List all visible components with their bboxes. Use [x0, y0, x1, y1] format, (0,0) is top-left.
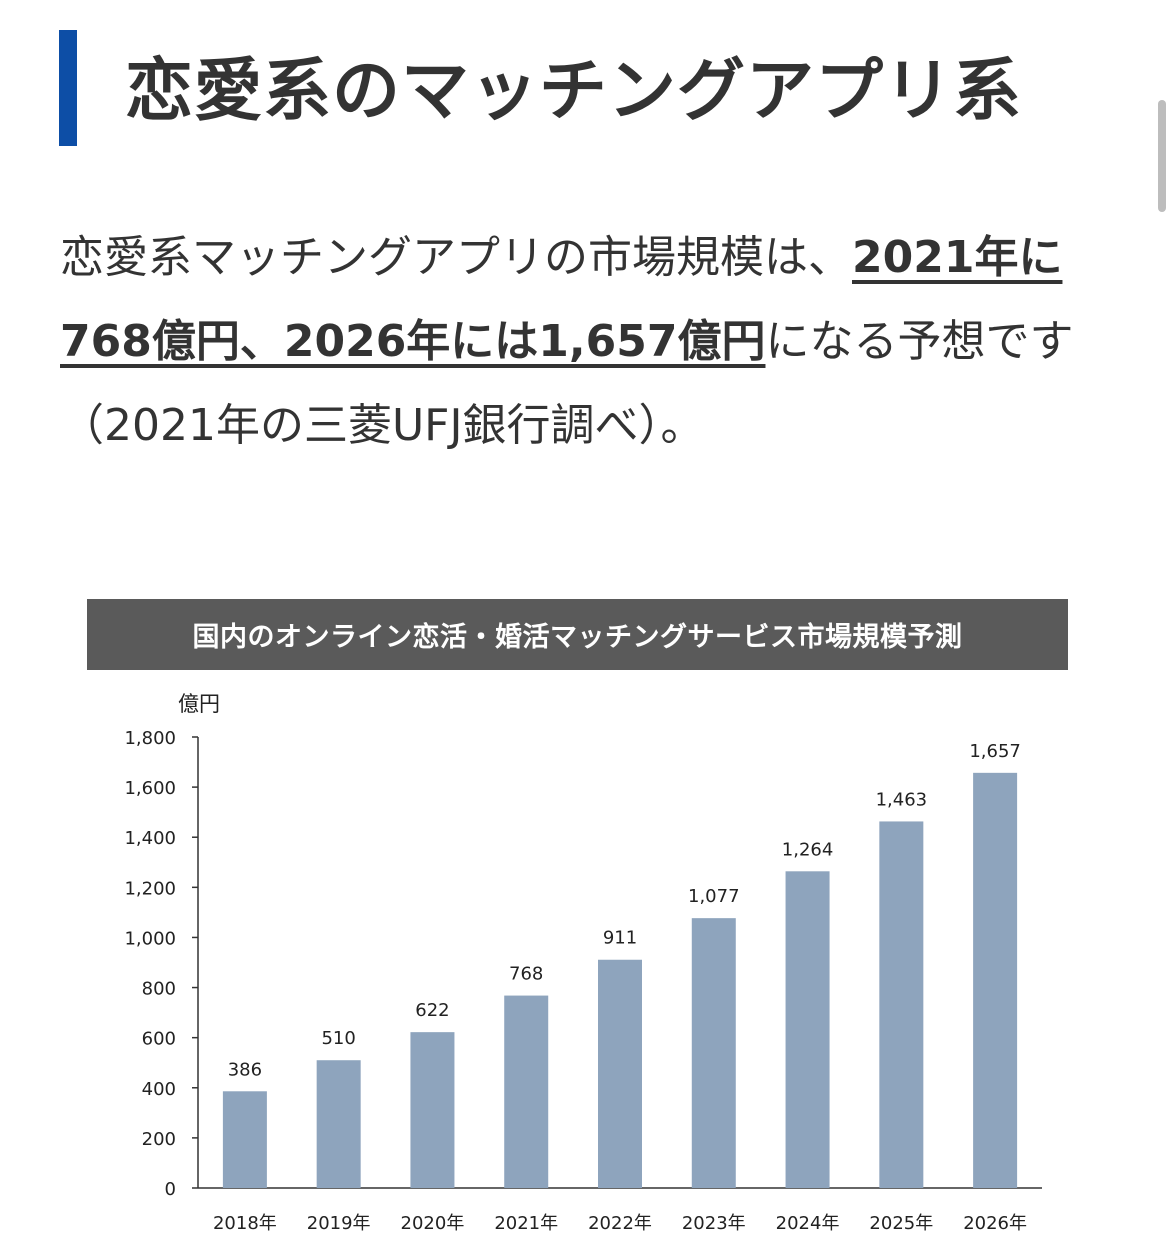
y-axis: 0 200 400 600 800 1,000 1,200 1,400 1,600 1,800	[124, 728, 199, 1200]
bar	[222, 1091, 267, 1188]
x-tick-label: 2025年	[869, 1213, 933, 1234]
bar-value-label: 1,077	[688, 886, 740, 907]
x-tick-label: 2024年	[776, 1213, 840, 1234]
bar-value-label: 1,657	[969, 741, 1021, 762]
paragraph-text-start: 恋愛系マッチングアプリの市場規模は、	[60, 232, 852, 283]
y-tick-label: 1,000	[124, 928, 176, 949]
chart-title: 国内のオンライン恋活・婚活マッチングサービス市場規模予測	[87, 599, 1068, 670]
x-tick-label: 2018年	[213, 1213, 277, 1234]
bar	[691, 918, 736, 1188]
x-axis: 2018年 2019年 2020年 2021年 2022年 2023年 2024年 2025年…	[198, 1187, 1042, 1234]
x-tick-label: 2021年	[494, 1213, 558, 1234]
bar-value-label: 1,264	[782, 839, 834, 860]
bar	[879, 821, 924, 1188]
y-tick-label: 0	[165, 1179, 176, 1200]
y-tick-label: 400	[142, 1079, 176, 1100]
bar-value-label: 510	[321, 1028, 355, 1049]
bar-value-label: 1,463	[876, 789, 928, 810]
bar-value-label: 386	[228, 1059, 262, 1080]
y-tick-label: 1,800	[124, 728, 176, 749]
bar-value-label: 768	[509, 964, 543, 985]
scrollbar[interactable]	[1155, 0, 1169, 1255]
x-tick-label: 2022年	[588, 1213, 652, 1234]
x-tick-label: 2019年	[307, 1213, 371, 1234]
paragraph-highlight: 2021年に768億円、2026年には1,657億円	[60, 232, 1063, 367]
y-tick-label: 800	[142, 979, 176, 1000]
x-tick-label: 2023年	[682, 1213, 746, 1234]
y-tick-label: 1,400	[124, 828, 176, 849]
y-tick-label: 600	[142, 1029, 176, 1050]
bar	[785, 871, 830, 1188]
bar-series: 386 510 622 768 911 1,077 1,264 1,463 1,657	[222, 741, 1021, 1188]
bar-chart: 億円 0 200 400 600 800 1,000 1,200 1,400 1,600 1,80…	[124, 692, 1042, 1234]
bar-value-label: 911	[603, 928, 637, 949]
y-tick-label: 1,200	[124, 878, 176, 899]
section-heading: 恋愛系のマッチングアプリ系	[125, 52, 1023, 131]
bar-value-label: 622	[415, 1000, 449, 1021]
bar	[973, 772, 1018, 1188]
heading-accent-bar	[59, 30, 77, 146]
bar	[410, 1032, 455, 1188]
bar	[316, 1060, 361, 1188]
x-tick-label: 2020年	[401, 1213, 465, 1234]
x-tick-label: 2026年	[963, 1213, 1027, 1234]
scrollbar-thumb[interactable]	[1158, 100, 1166, 212]
bar	[598, 959, 642, 1188]
y-tick-label: 200	[142, 1129, 176, 1150]
paragraph-text-end: になる予想です（2021年の三菱UFJ銀行調べ）。	[60, 316, 1074, 451]
bar	[504, 995, 549, 1188]
y-axis-unit-label: 億円	[178, 692, 220, 716]
y-tick-label: 1,600	[124, 778, 176, 799]
body-paragraph: 恋愛系マッチングアプリの市場規模は、2021年に768億円、2026年には1,6…	[60, 216, 1120, 468]
